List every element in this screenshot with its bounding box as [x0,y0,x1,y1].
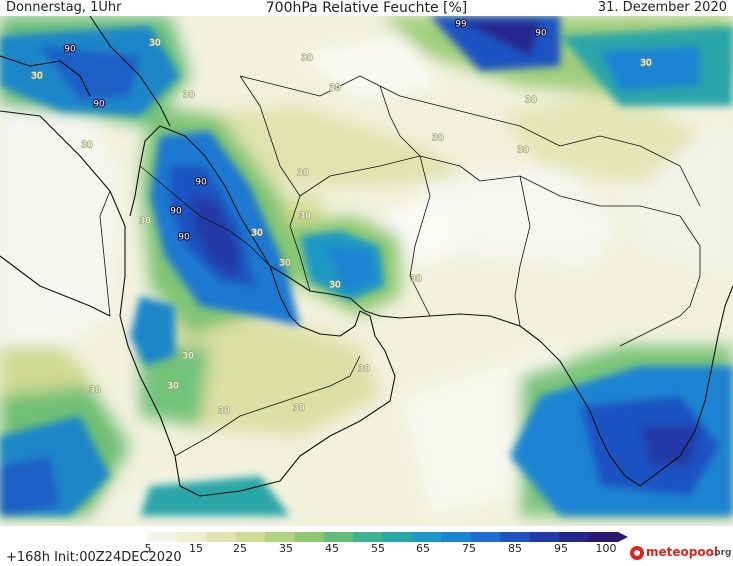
contour-label: 30 [640,59,652,69]
colorbar-tick-label: 5 [144,542,152,555]
contour-label: 90 [93,100,105,110]
contour-label: 30 [149,39,161,49]
contour-label: 90 [535,29,547,39]
contour-label: 30 [432,134,444,144]
colorbar-swatch [441,532,472,542]
contour-label: 30 [251,229,263,239]
contour-label: 90 [170,207,182,217]
map-title: 700hPa Relative Feuchte [%] [265,0,468,16]
colorbar-swatch [470,532,501,542]
colorbar-swatch [559,532,590,542]
contour-label: 30 [301,54,313,64]
colorbar-tick-label: 35 [279,542,293,555]
contour-label: 30 [410,275,422,285]
contour-label: 90 [64,45,76,55]
colorbar-swatch [176,532,207,542]
colorbar-swatch [529,532,560,542]
contour-label: 30 [279,259,291,269]
logo-icon [630,546,644,560]
colorbar-tick-label: 25 [233,542,247,555]
colorbar-tick-label: 65 [416,542,430,555]
contour-label: 30 [297,169,309,179]
contour-label: 30 [167,382,179,392]
colorbar-swatch [353,532,384,542]
logo-domain: .org [711,548,732,558]
colorbar-swatch [323,532,354,542]
forecast-date: 31. Dezember 2020 [597,0,727,15]
colorbar-swatch [265,532,295,542]
contour-label: 30 [89,386,101,396]
colorbar-swatch [412,532,443,542]
colorbar-tick-label: 85 [508,542,522,555]
colorbar-swatch [235,532,266,542]
contour-label: 30 [31,72,43,82]
colorbar [118,532,628,542]
colorbar-tick-label: 45 [325,542,339,555]
colorbar-swatch [294,532,325,542]
meteopool-logo[interactable]: meteopool .org [630,544,732,564]
contour-label: 99 [455,20,467,30]
map-footer: 5 15 25 35 45 55 65 75 85 95 100 +168h Init:00Z24D… [0,526,733,566]
colorbar-swatch [588,532,619,542]
colorbar-tick-label: 15 [189,542,203,555]
contour-label: 30 [293,404,305,414]
colorbar-tick-label: 55 [371,542,385,555]
colorbar-swatch [206,532,237,542]
contour-label: 30 [525,96,537,106]
country-borders [99,75,701,457]
contour-label: 30 [218,407,230,417]
map-header: Donnerstag, 1Uhr 700hPa Relative Feuchte… [0,0,733,16]
contour-label: 30 [139,217,151,227]
colorbar-swatch [147,532,178,542]
colorbar-swatch [382,532,413,542]
colorbar-swatch [118,532,148,542]
contour-label: 30 [183,91,195,101]
contour-label: 30 [299,212,311,222]
humidity-map: 99 90 90 90 90 90 90 30 30 30 30 30 30 30 30 30 30 30 30 30… [0,16,733,526]
contour-labels: 99 90 90 90 90 90 90 30 30 30 30 30 30 30 30 30 30 30 30 30… [31,18,653,417]
colorbar-extension-arrow [618,532,628,542]
contour-label: 90 [195,178,207,188]
contour-label: 30 [329,84,341,94]
contour-label: 90 [178,233,190,243]
contour-label: 30 [182,352,194,362]
forecast-day-time: Donnerstag, 1Uhr [6,0,122,15]
contour-label: 30 [81,141,93,151]
contour-label: 30 [329,281,341,291]
logo-text: meteopool [646,545,718,559]
forecast-init-label: +168h Init:00Z24DEC2020 [6,550,182,565]
colorbar-tick-label: 95 [554,542,568,555]
colorbar-swatch [500,532,531,542]
colorbar-tick-label: 100 [595,542,617,555]
contour-label: 30 [358,365,370,375]
colorbar-tick-label: 75 [462,542,476,555]
contour-label: 30 [517,146,529,156]
